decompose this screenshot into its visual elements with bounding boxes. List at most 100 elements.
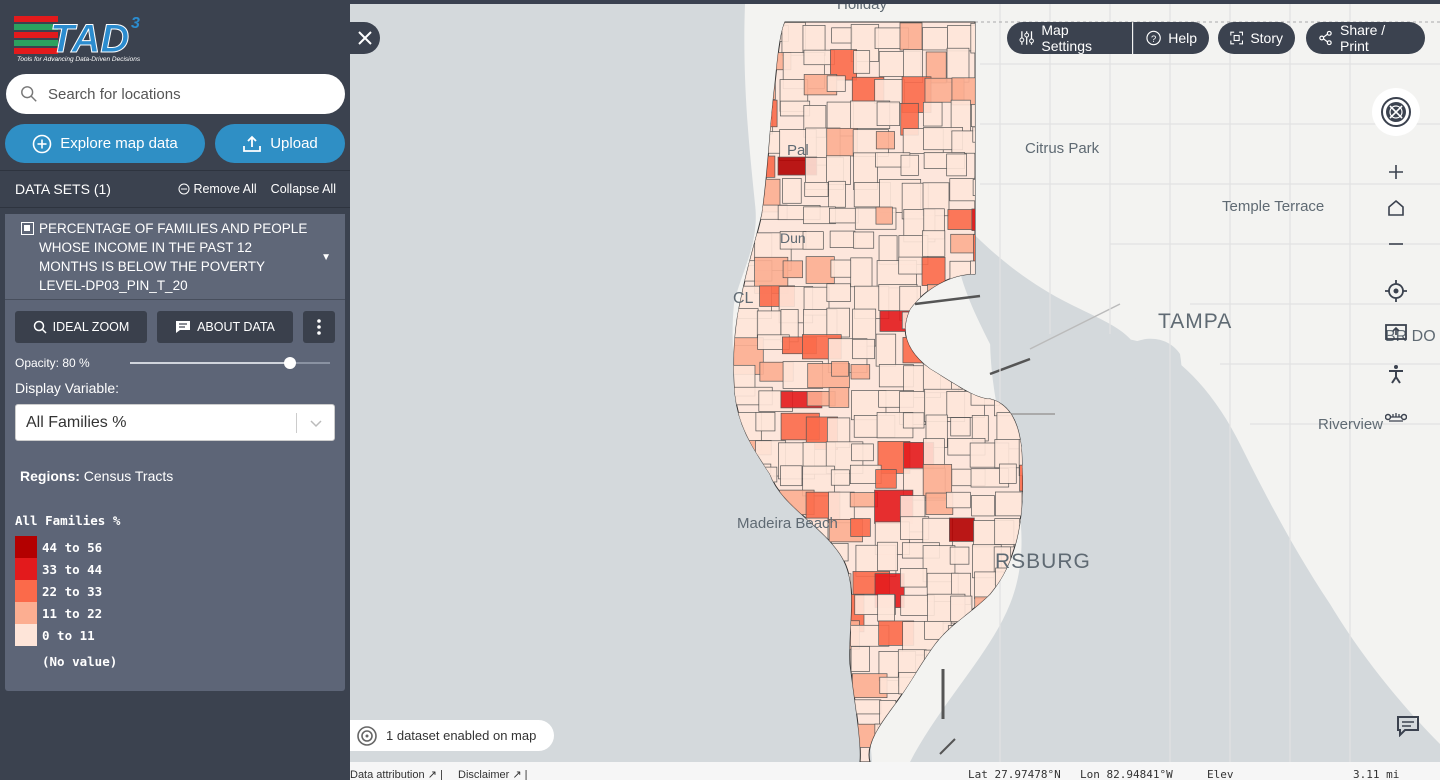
census-tract[interactable]: [755, 412, 776, 432]
ideal-zoom-button[interactable]: IDEAL ZOOM: [15, 311, 147, 343]
census-tract[interactable]: [999, 463, 1017, 484]
census-tract[interactable]: [877, 593, 895, 622]
census-tract[interactable]: [875, 333, 897, 367]
census-tract[interactable]: [922, 230, 946, 257]
census-tract[interactable]: [922, 517, 953, 547]
search-input[interactable]: [48, 85, 328, 103]
upload-button[interactable]: Upload: [215, 124, 345, 163]
census-tract[interactable]: [853, 50, 871, 74]
more-options-icon[interactable]: [303, 311, 335, 343]
census-tract[interactable]: [850, 257, 873, 288]
census-tract[interactable]: [923, 438, 945, 469]
census-tract[interactable]: [876, 101, 900, 126]
dataset-panel-header[interactable]: PERCENTAGE OF FAMILIES AND PEOPLE WHOSE …: [5, 214, 345, 300]
census-tract[interactable]: [950, 362, 982, 391]
help-button[interactable]: ? Help: [1133, 22, 1209, 54]
census-tract[interactable]: [971, 495, 995, 517]
census-tract[interactable]: [945, 336, 976, 375]
map-canvas[interactable]: Holiday Citrus Park Temple Terrace TAMPA…: [350, 4, 1440, 762]
dataset-status-pill[interactable]: 1 dataset enabled on map: [350, 720, 554, 751]
zoom-out-icon[interactable]: [1381, 229, 1411, 259]
census-tract[interactable]: [1021, 180, 1044, 213]
census-tract[interactable]: [996, 129, 1022, 150]
opacity-slider-thumb[interactable]: [284, 357, 296, 369]
display-variable-select[interactable]: All Families %: [15, 404, 335, 441]
census-tract[interactable]: [780, 465, 803, 487]
census-tract[interactable]: [946, 47, 970, 83]
census-tract[interactable]: [970, 22, 1007, 54]
data-attribution-link[interactable]: Data attribution ↗ |: [350, 769, 443, 780]
home-icon[interactable]: [1381, 193, 1411, 223]
census-tract[interactable]: [850, 518, 871, 537]
share-print-button[interactable]: Share / Print: [1306, 22, 1425, 54]
census-tract[interactable]: [875, 131, 895, 150]
census-tract[interactable]: [830, 469, 850, 486]
census-tract[interactable]: [1019, 464, 1040, 492]
census-tract[interactable]: [879, 700, 897, 733]
close-panel-button[interactable]: [350, 22, 380, 54]
census-tract[interactable]: [922, 27, 948, 51]
census-tract[interactable]: [849, 492, 879, 508]
about-data-button[interactable]: ABOUT DATA: [157, 311, 293, 343]
census-tract[interactable]: [995, 156, 1035, 187]
caret-down-icon[interactable]: ▼: [321, 252, 331, 263]
locate-icon[interactable]: [1381, 276, 1411, 306]
census-tract[interactable]: [946, 312, 977, 333]
census-tract[interactable]: [756, 155, 776, 178]
census-tract[interactable]: [875, 469, 897, 489]
census-tract[interactable]: [949, 517, 975, 542]
census-tract[interactable]: [852, 699, 882, 715]
census-tract[interactable]: [971, 415, 989, 442]
census-tract[interactable]: [950, 417, 971, 437]
measure-icon[interactable]: [1381, 402, 1411, 432]
census-tract[interactable]: [830, 259, 852, 278]
census-tract[interactable]: [1018, 439, 1043, 477]
census-tract[interactable]: [1017, 75, 1057, 108]
census-tract[interactable]: [998, 76, 1025, 110]
disclaimer-link[interactable]: Disclaimer ↗ |: [458, 769, 528, 780]
census-tract[interactable]: [974, 596, 1001, 630]
census-tract[interactable]: [972, 126, 1004, 143]
census-tract[interactable]: [829, 230, 856, 248]
census-tract[interactable]: [756, 73, 776, 100]
census-tract[interactable]: [877, 541, 898, 572]
census-tract[interactable]: [804, 181, 829, 197]
census-tract[interactable]: [828, 180, 846, 208]
accessibility-icon[interactable]: [1381, 359, 1411, 389]
census-tract[interactable]: [949, 546, 970, 565]
census-tract[interactable]: [826, 155, 851, 185]
census-tract[interactable]: [826, 283, 851, 302]
screen-capture-icon[interactable]: [1381, 318, 1411, 348]
census-tract[interactable]: [1018, 258, 1059, 278]
census-tract[interactable]: [995, 207, 1032, 228]
census-tract[interactable]: [826, 307, 850, 338]
feedback-icon[interactable]: [1396, 715, 1420, 737]
census-tract[interactable]: [828, 387, 850, 408]
census-tract[interactable]: [874, 723, 912, 746]
census-tract[interactable]: [829, 207, 859, 224]
census-tract[interactable]: [926, 338, 966, 375]
census-tract[interactable]: [831, 361, 849, 377]
census-tract[interactable]: [802, 231, 824, 250]
census-tract[interactable]: [874, 79, 905, 104]
census-tract[interactable]: [899, 22, 923, 51]
census-tract[interactable]: [947, 625, 971, 656]
census-tract[interactable]: [925, 313, 966, 345]
census-tract[interactable]: [949, 178, 982, 202]
census-tract[interactable]: [974, 154, 1002, 177]
census-tract[interactable]: [852, 338, 875, 360]
census-tract[interactable]: [972, 179, 1000, 196]
census-tract[interactable]: [902, 412, 925, 429]
opacity-slider[interactable]: [130, 357, 330, 369]
census-tract[interactable]: [947, 25, 987, 52]
story-button[interactable]: Story: [1218, 22, 1295, 54]
census-tract[interactable]: [781, 22, 806, 56]
remove-all-button[interactable]: Remove All: [178, 182, 257, 196]
census-tract[interactable]: [754, 131, 781, 154]
census-tract[interactable]: [945, 491, 971, 509]
census-tract[interactable]: [782, 260, 803, 279]
census-tract[interactable]: [971, 208, 989, 231]
census-tract[interactable]: [755, 99, 778, 128]
census-tract[interactable]: [995, 491, 1030, 517]
census-tract[interactable]: [946, 153, 967, 177]
